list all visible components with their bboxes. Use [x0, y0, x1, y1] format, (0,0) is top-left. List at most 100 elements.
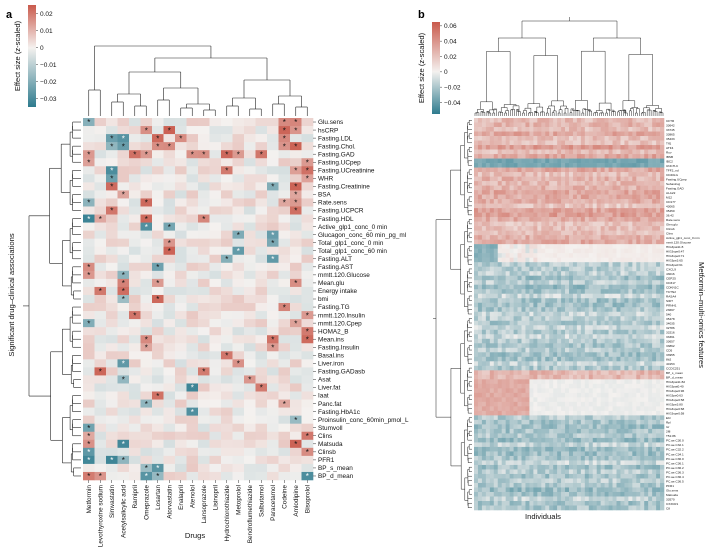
- heatmap-cell: [596, 361, 601, 367]
- heatmap-cell: [232, 471, 245, 481]
- heatmap-cell: [608, 230, 613, 236]
- heatmap-cell: [656, 352, 661, 358]
- heatmap-cell: [117, 463, 130, 473]
- heatmap-cell: [569, 199, 574, 204]
- heatmap-cell: [509, 302, 514, 308]
- heatmap-cell: [117, 471, 130, 481]
- heatmap-cell: [553, 284, 558, 290]
- heatmap-cell: [474, 401, 479, 407]
- heatmap-cell: [278, 311, 291, 320]
- heatmap-cell: [537, 343, 542, 349]
- heatmap-cell: [497, 199, 503, 204]
- heatmap-cell: [509, 307, 514, 313]
- heatmap-cell: [232, 142, 245, 151]
- heatmap-cell: [232, 439, 245, 449]
- heatmap-cell: [255, 142, 268, 151]
- heatmap-cell: [117, 254, 130, 264]
- heatmap-cell: [533, 374, 538, 380]
- heatmap-cell: [129, 126, 141, 135]
- heatmap-cell: [644, 352, 649, 358]
- heatmap-cell: [221, 198, 233, 207]
- heatmap-cell: [608, 370, 613, 376]
- heatmap-cell: [533, 370, 538, 376]
- heatmap-cell: [477, 356, 483, 362]
- heatmap-cell: [140, 311, 153, 320]
- heatmap-cell: [596, 379, 601, 385]
- heatmap-cell: [576, 365, 582, 371]
- heatmap-cell: [660, 307, 665, 313]
- heatmap-cell: [648, 311, 653, 317]
- heatmap-cell: [129, 343, 141, 352]
- heatmap-cell: [493, 194, 499, 200]
- significance-star: *: [156, 279, 159, 288]
- heatmap-cell: [569, 347, 574, 353]
- heatmap-cell: [525, 275, 530, 281]
- significance-star: *: [283, 142, 286, 151]
- heatmap-cell: [83, 238, 95, 248]
- heatmap-cell: [569, 145, 574, 150]
- heatmap-cell: [513, 401, 518, 407]
- heatmap-cell: [474, 284, 479, 290]
- heatmap-cell: [656, 388, 661, 394]
- column-label: Codeine: [281, 485, 288, 509]
- heatmap-cell: [505, 365, 510, 371]
- row-label: Asat: [318, 377, 331, 384]
- heatmap-cell: [612, 307, 617, 313]
- heatmap-cell: [186, 246, 199, 256]
- heatmap-cell: [521, 172, 526, 177]
- heatmap-cell: [94, 335, 107, 344]
- heatmap-cell: [163, 150, 176, 159]
- heatmap-cell: [549, 194, 554, 200]
- heatmap-cell: [198, 238, 210, 248]
- heatmap-cell: [509, 271, 514, 277]
- heatmap-cell: [493, 226, 499, 231]
- heatmap-cell: [553, 370, 558, 376]
- heatmap-cell: [624, 163, 629, 168]
- heatmap-cell: [521, 158, 526, 164]
- heatmap-cell: [604, 334, 609, 340]
- heatmap-cell: [244, 383, 256, 392]
- heatmap-cell: [485, 374, 491, 380]
- heatmap-cell: [489, 329, 495, 335]
- heatmap-cell: [640, 136, 645, 141]
- heatmap-cell: [129, 407, 141, 416]
- heatmap-cell: [186, 383, 199, 392]
- heatmap-cell: [620, 127, 625, 132]
- heatmap-cell: [186, 327, 199, 336]
- heatmap-cell: [152, 351, 164, 360]
- heatmap-cell: [557, 226, 562, 231]
- heatmap-cell: [485, 302, 491, 308]
- heatmap-cell: [616, 280, 621, 286]
- heatmap-cell: [588, 136, 594, 141]
- heatmap-cell: [106, 174, 118, 183]
- heatmap-cell: [529, 140, 534, 146]
- heatmap-cell: [501, 401, 506, 407]
- heatmap-cell: [604, 131, 609, 137]
- heatmap-cell: [620, 307, 625, 313]
- heatmap-cell: [608, 145, 613, 150]
- heatmap-cell: [497, 329, 503, 335]
- heatmap-cell: [129, 134, 141, 143]
- heatmap-cell: [83, 142, 95, 151]
- heatmap-cell: [648, 158, 653, 164]
- heatmap-cell: [616, 334, 621, 340]
- heatmap-cell: [628, 284, 633, 290]
- heatmap-cell: [505, 284, 510, 290]
- heatmap-cell: [509, 158, 514, 164]
- heatmap-cell: [652, 388, 657, 394]
- heatmap-cell: [553, 131, 558, 137]
- heatmap-cell: [644, 343, 649, 349]
- heatmap-cell: [232, 278, 245, 288]
- heatmap-cell: [561, 140, 566, 146]
- heatmap-cell: [474, 311, 479, 317]
- heatmap-cell: [569, 316, 574, 322]
- heatmap-cell: [521, 334, 526, 340]
- heatmap-cell: [209, 447, 222, 457]
- heatmap-cell: [489, 275, 495, 281]
- heatmap-cell: [616, 257, 621, 263]
- heatmap-cell: [616, 320, 621, 326]
- heatmap-cell: [628, 203, 633, 209]
- heatmap-cell: [117, 407, 130, 416]
- heatmap-cell: [652, 266, 657, 272]
- heatmap-cell: [255, 431, 268, 441]
